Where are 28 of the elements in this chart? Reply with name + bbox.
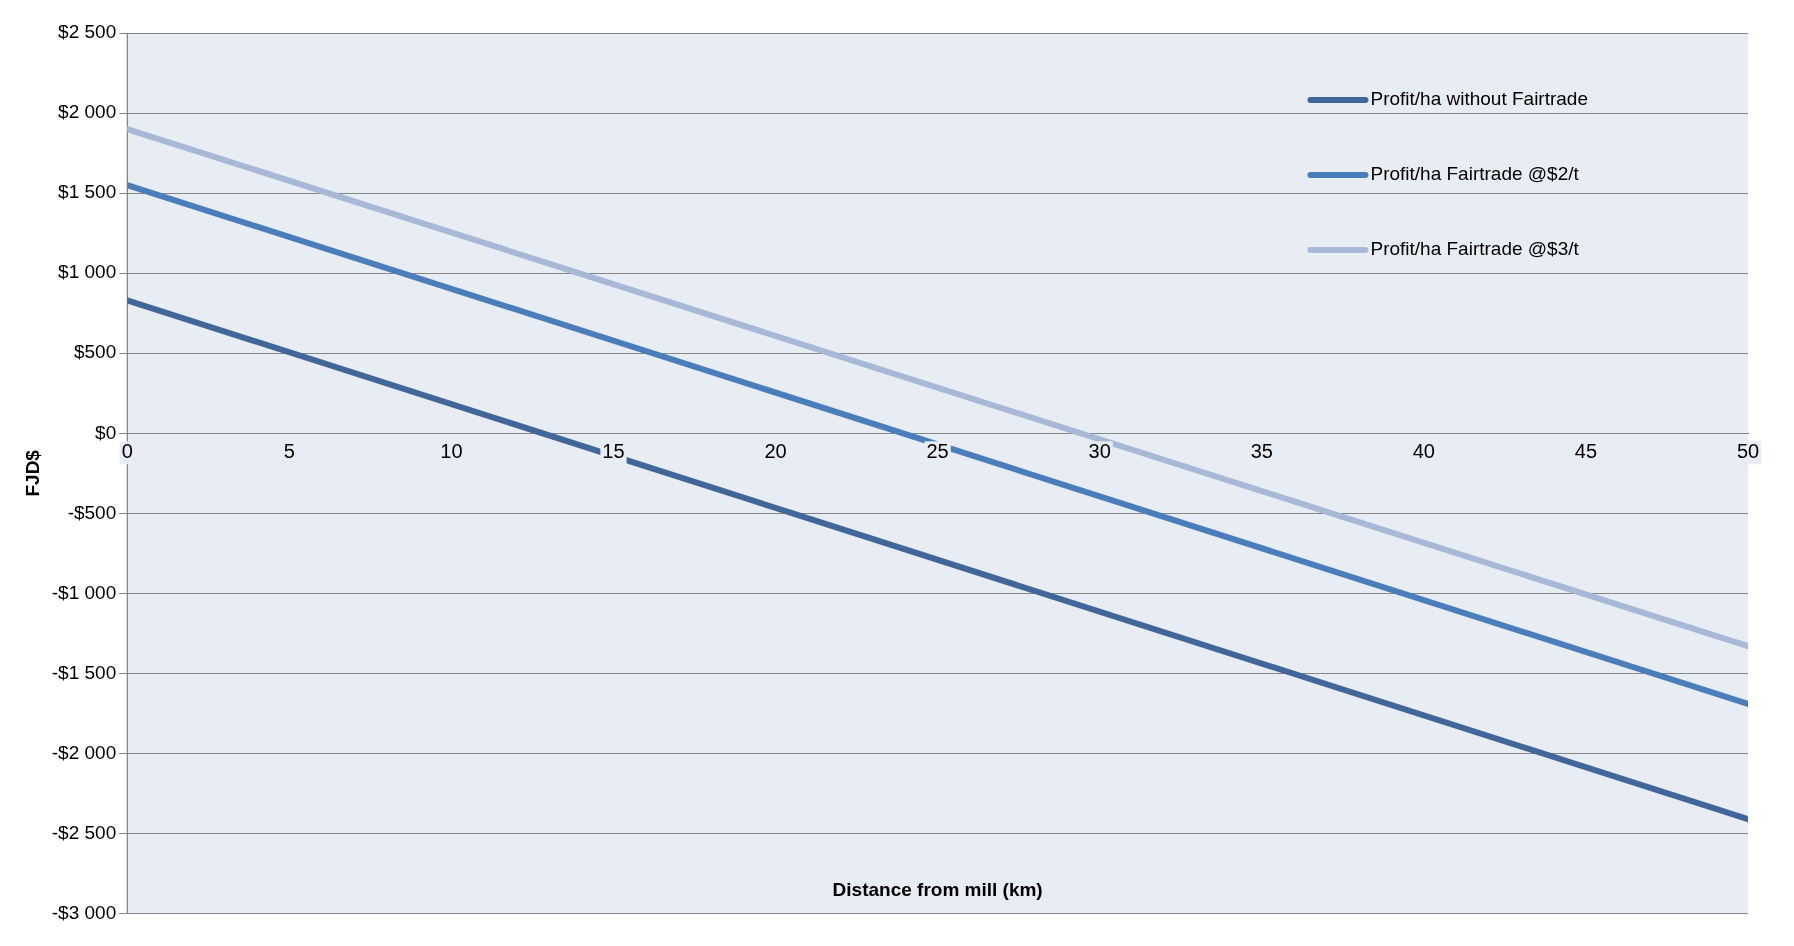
x-tick-label: 40 bbox=[1412, 439, 1435, 462]
x-tick-label: 5 bbox=[283, 439, 295, 462]
y-tick-label: $1 000 bbox=[58, 261, 117, 283]
y-tick-label: $2 500 bbox=[58, 21, 117, 43]
y-tick-label: $500 bbox=[73, 341, 117, 363]
y-tick-label: -$3 000 bbox=[51, 901, 117, 923]
y-tick-label: $0 bbox=[95, 421, 117, 443]
x-tick-label: 25 bbox=[926, 439, 949, 462]
y-tick-label: -$1 000 bbox=[51, 581, 117, 603]
y-tick-label: $2 000 bbox=[58, 101, 117, 123]
y-tick-label: -$1 500 bbox=[51, 661, 117, 683]
legend-label: Profit/ha Fairtrade @$3/t bbox=[1370, 238, 1580, 260]
x-tick-label: 10 bbox=[440, 439, 463, 462]
x-tick-label: 15 bbox=[602, 439, 625, 462]
x-tick-label: 35 bbox=[1250, 439, 1273, 462]
x-tick-label: 0 bbox=[121, 439, 133, 462]
x-tick-label: 30 bbox=[1088, 439, 1111, 462]
y-tick-label: -$2 000 bbox=[51, 741, 117, 763]
y-axis-title: FJD$ bbox=[21, 449, 43, 497]
y-tick-label: -$500 bbox=[67, 501, 117, 523]
y-tick-label: $1 500 bbox=[58, 181, 117, 203]
legend-label: Profit/ha Fairtrade @$2/t bbox=[1370, 163, 1580, 185]
x-tick-label: 45 bbox=[1574, 439, 1598, 462]
y-tick-label: -$2 500 bbox=[51, 821, 117, 843]
x-tick-label: 20 bbox=[764, 439, 787, 462]
x-axis-title: Distance from mill (km) bbox=[832, 878, 1043, 900]
x-tick-label: 50 bbox=[1736, 439, 1760, 462]
legend-label: Profit/ha without Fairtrade bbox=[1370, 88, 1588, 110]
